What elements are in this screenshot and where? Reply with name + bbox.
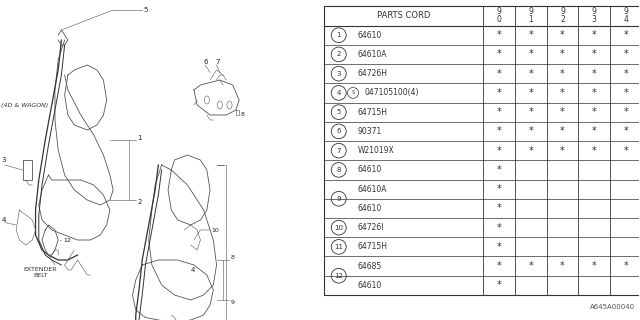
Text: *: * <box>497 261 501 271</box>
Text: *: * <box>560 69 565 79</box>
Text: *: * <box>592 88 596 98</box>
Text: *: * <box>529 49 533 60</box>
Text: *: * <box>497 69 501 79</box>
Text: PARTS CORD: PARTS CORD <box>377 12 431 20</box>
Text: 64685: 64685 <box>358 262 382 271</box>
Text: 8: 8 <box>241 113 244 117</box>
Text: *: * <box>529 146 533 156</box>
Text: 64715H: 64715H <box>358 108 388 117</box>
Text: 5: 5 <box>337 109 341 115</box>
Text: *: * <box>497 30 501 40</box>
Text: *: * <box>623 88 628 98</box>
Text: 047105100(4): 047105100(4) <box>365 88 419 97</box>
Text: 7: 7 <box>215 60 220 66</box>
Text: *: * <box>529 30 533 40</box>
Text: 9
0: 9 0 <box>497 7 502 24</box>
Text: *: * <box>497 184 501 194</box>
Text: 9
3: 9 3 <box>592 7 596 24</box>
Text: 64726I: 64726I <box>358 223 384 232</box>
Text: *: * <box>560 30 565 40</box>
Text: 11: 11 <box>334 244 343 250</box>
Text: *: * <box>497 223 501 233</box>
Text: 64726H: 64726H <box>358 69 388 78</box>
Text: W21019X: W21019X <box>358 146 394 155</box>
Text: 64610: 64610 <box>358 281 382 290</box>
Text: 9: 9 <box>231 300 235 305</box>
Text: 10: 10 <box>212 228 220 233</box>
Text: *: * <box>497 107 501 117</box>
Text: 3: 3 <box>337 71 341 77</box>
Text: 4: 4 <box>2 217 6 223</box>
Text: 7: 7 <box>337 148 341 154</box>
Text: *: * <box>592 126 596 136</box>
Text: *: * <box>592 146 596 156</box>
Text: *: * <box>497 49 501 60</box>
Text: 12: 12 <box>334 273 343 279</box>
Text: 2: 2 <box>337 52 341 57</box>
Text: *: * <box>592 107 596 117</box>
Text: *: * <box>560 49 565 60</box>
Text: 64610A: 64610A <box>358 50 387 59</box>
Text: 8: 8 <box>337 167 341 173</box>
Text: 9: 9 <box>337 196 341 202</box>
Text: *: * <box>497 242 501 252</box>
Text: *: * <box>529 261 533 271</box>
Text: *: * <box>592 261 596 271</box>
Text: *: * <box>623 69 628 79</box>
Text: *: * <box>529 107 533 117</box>
Text: S: S <box>351 91 355 95</box>
Text: 6: 6 <box>337 128 341 134</box>
Text: *: * <box>497 204 501 213</box>
Text: *: * <box>623 261 628 271</box>
Text: EXTENDER
BELT: EXTENDER BELT <box>24 267 57 278</box>
Text: *: * <box>497 165 501 175</box>
Text: 64610: 64610 <box>358 204 382 213</box>
Text: *: * <box>623 107 628 117</box>
Text: 10: 10 <box>334 225 343 231</box>
Text: 9
2: 9 2 <box>560 7 565 24</box>
Text: 6: 6 <box>204 60 208 66</box>
Text: *: * <box>497 126 501 136</box>
Text: *: * <box>592 49 596 60</box>
Text: *: * <box>497 88 501 98</box>
Text: 64610: 64610 <box>358 165 382 174</box>
Text: *: * <box>560 126 565 136</box>
Text: *: * <box>623 146 628 156</box>
Text: *: * <box>560 261 565 271</box>
Text: *: * <box>592 69 596 79</box>
Text: *: * <box>529 126 533 136</box>
Text: 64610: 64610 <box>358 31 382 40</box>
Text: *: * <box>560 88 565 98</box>
Text: 9
4: 9 4 <box>623 7 628 24</box>
Text: 64610A: 64610A <box>358 185 387 194</box>
Text: *: * <box>592 30 596 40</box>
Text: A645A00040: A645A00040 <box>591 305 636 310</box>
Text: *: * <box>497 146 501 156</box>
Text: 4: 4 <box>191 267 195 273</box>
Text: 12: 12 <box>63 237 71 243</box>
Text: *: * <box>529 88 533 98</box>
Text: 2: 2 <box>138 199 141 205</box>
Text: 1: 1 <box>138 134 142 140</box>
Text: *: * <box>560 107 565 117</box>
Text: *: * <box>529 69 533 79</box>
Text: *: * <box>623 126 628 136</box>
Text: *: * <box>497 280 501 290</box>
Text: 8: 8 <box>231 255 235 260</box>
Text: 1: 1 <box>337 32 341 38</box>
Text: 90371: 90371 <box>358 127 382 136</box>
Text: 64715H: 64715H <box>358 242 388 252</box>
Text: *: * <box>560 146 565 156</box>
Text: *: * <box>623 30 628 40</box>
Text: *: * <box>623 49 628 60</box>
Text: 9
1: 9 1 <box>529 7 533 24</box>
Text: (4D & WAGON): (4D & WAGON) <box>1 102 48 108</box>
Text: 4: 4 <box>337 90 341 96</box>
Text: 3: 3 <box>2 157 6 163</box>
Text: 5: 5 <box>144 7 148 13</box>
